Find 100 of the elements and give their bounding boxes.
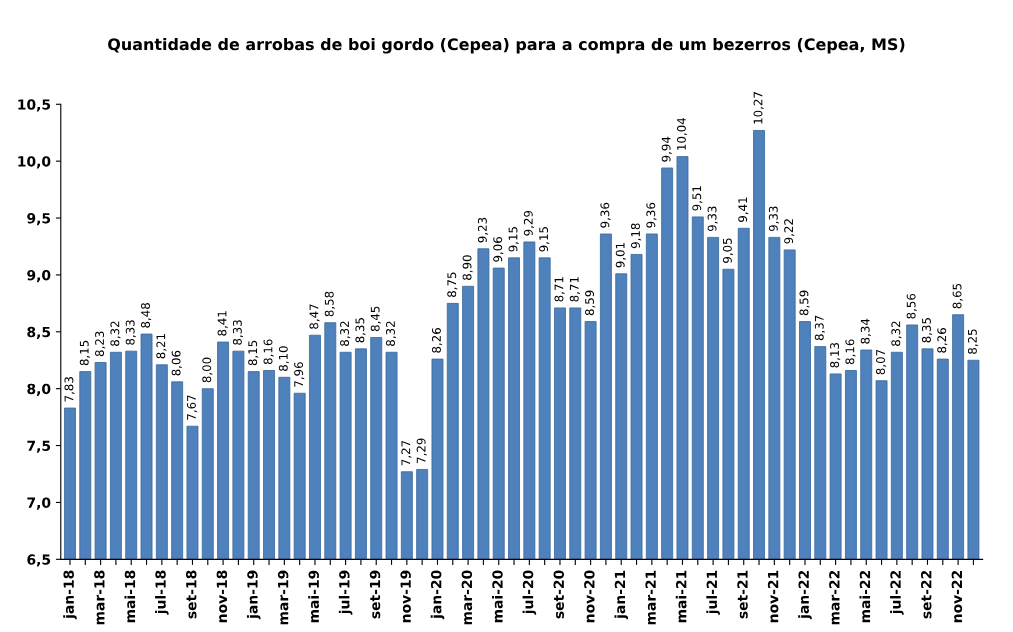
data-label: 8,06 [171, 350, 182, 376]
x-tick-label: mar-21 [645, 570, 656, 625]
data-label: 8,45 [370, 306, 381, 332]
y-tick-label: 8,0 [27, 383, 51, 396]
data-label: 8,26 [937, 328, 948, 353]
x-tick-label: nov-21 [767, 570, 779, 623]
x-tick-label: jul-20 [522, 570, 537, 615]
x-tick-label: jul-19 [338, 570, 353, 615]
data-label: 8,90 [462, 255, 473, 280]
y-tick-label: 10,0 [18, 156, 51, 169]
y-tick-label: 10,5 [18, 99, 51, 112]
data-label: 8,32 [891, 321, 902, 346]
data-label: 8,26 [431, 328, 443, 353]
data-label: 8,71 [569, 277, 580, 302]
data-label: 7,27 [401, 440, 412, 466]
data-label: 9,33 [768, 206, 779, 232]
data-label: 9,94 [661, 136, 672, 162]
x-tick-label: mai-21 [675, 570, 687, 623]
data-label: 8,41 [217, 311, 228, 336]
y-tick-label: 9,5 [27, 213, 51, 226]
x-tick-label: mai-19 [308, 570, 319, 623]
y-tick-label: 7,0 [27, 497, 51, 510]
data-label: 8,34 [860, 318, 871, 344]
x-tick-label: nov-20 [584, 570, 595, 623]
data-label: 8,16 [845, 339, 856, 365]
x-tick-label: set-18 [185, 570, 197, 619]
data-label: 8,58 [324, 291, 335, 317]
x-tick-label: mai-22 [859, 570, 871, 623]
x-tick-label: mai-18 [124, 570, 136, 623]
data-label: 8,13 [830, 343, 841, 368]
x-tick-label: mar-19 [277, 570, 289, 625]
x-tick-label: jan-18 [63, 570, 77, 620]
data-label: 9,36 [646, 202, 657, 228]
x-tick-label: jan-20 [430, 570, 445, 620]
data-label: 9,41 [738, 197, 749, 222]
x-tick-label: nov-18 [216, 570, 228, 623]
data-label: 8,07 [876, 349, 887, 375]
data-label: 8,47 [309, 304, 320, 329]
data-label: 8,37 [814, 315, 825, 341]
data-label: 8,16 [263, 339, 274, 365]
data-label: 10,04 [676, 117, 688, 150]
data-label: 9,01 [615, 243, 626, 268]
x-tick-label: mar-18 [94, 570, 105, 625]
data-label: 9,05 [722, 238, 734, 263]
data-label: 7,29 [416, 438, 427, 463]
data-label: 9,15 [508, 227, 519, 252]
data-label: 7,96 [294, 362, 305, 387]
data-label: 8,48 [141, 303, 152, 328]
data-label: 8,21 [156, 334, 167, 359]
data-label: 8,00 [202, 357, 213, 383]
chart-title: Quantidade de arrobas de boi gordo (Cepea) para a compra de um bezerros (Cepea, MS) [108, 37, 905, 54]
data-label: 8,33 [125, 320, 136, 345]
x-tick-label: set-19 [369, 570, 381, 619]
data-label: 9,33 [707, 206, 718, 232]
x-tick-label: nov-22 [951, 570, 963, 623]
x-tick-label: jul-22 [890, 570, 904, 615]
data-label: 10,27 [753, 92, 764, 124]
data-label: 9,23 [477, 217, 489, 243]
y-tick-label: 9,0 [27, 269, 51, 283]
x-tick-label: jan-21 [614, 570, 628, 620]
data-label: 8,59 [799, 290, 810, 316]
data-label: 8,71 [554, 277, 565, 302]
x-tick-label: nov-19 [400, 570, 411, 623]
data-label: 8,25 [967, 329, 979, 354]
data-label: 8,59 [585, 290, 596, 316]
data-label: 8,32 [386, 321, 397, 346]
data-label: 9,22 [784, 219, 795, 244]
x-tick-label: jan-19 [246, 570, 261, 620]
data-label: 8,32 [340, 321, 351, 346]
x-tick-label: mai-20 [492, 570, 503, 623]
x-tick-label: set-22 [921, 570, 932, 619]
data-label: 8,15 [79, 340, 90, 366]
x-tick-label: jan-22 [798, 570, 812, 620]
data-label: 8,33 [232, 320, 244, 345]
x-tick-label: set-21 [737, 570, 748, 619]
y-tick-label: 8,5 [27, 326, 51, 340]
data-label: 8,75 [447, 272, 458, 297]
data-label: 7,83 [64, 377, 75, 402]
y-tick-label: 7,5 [27, 440, 51, 453]
y-tick-label: 6,5 [27, 554, 51, 567]
data-label: 8,32 [110, 321, 121, 346]
data-label: 8,35 [355, 318, 366, 343]
data-label: 9,18 [631, 223, 642, 249]
data-label: 9,36 [600, 202, 611, 228]
data-label: 9,29 [523, 210, 534, 236]
x-tick-label: jul-21 [706, 570, 720, 615]
data-label: 9,15 [539, 227, 550, 252]
data-label: 9,06 [493, 237, 504, 262]
data-label: 8,65 [952, 283, 963, 309]
x-tick-label: mar-22 [829, 570, 840, 625]
data-label: 8,10 [278, 346, 289, 371]
x-tick-label: jul-18 [155, 570, 169, 615]
data-label: 8,15 [248, 340, 259, 366]
data-label: 8,23 [95, 331, 106, 357]
data-label: 7,67 [186, 395, 198, 420]
data-label: 9,51 [692, 186, 703, 211]
x-tick-label: mar-20 [461, 570, 473, 625]
x-tick-label: set-20 [553, 570, 565, 619]
data-label: 8,56 [906, 293, 917, 319]
data-label: 8,35 [921, 318, 933, 343]
